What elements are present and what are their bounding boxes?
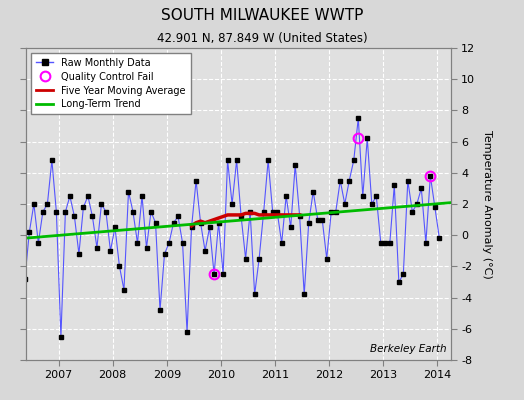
Text: 42.901 N, 87.849 W (United States): 42.901 N, 87.849 W (United States): [157, 32, 367, 45]
Text: Berkeley Earth: Berkeley Earth: [370, 344, 446, 354]
Text: SOUTH MILWAUKEE WWTP: SOUTH MILWAUKEE WWTP: [161, 8, 363, 23]
Legend: Raw Monthly Data, Quality Control Fail, Five Year Moving Average, Long-Term Tren: Raw Monthly Data, Quality Control Fail, …: [31, 53, 191, 114]
Y-axis label: Temperature Anomaly (°C): Temperature Anomaly (°C): [482, 130, 492, 278]
